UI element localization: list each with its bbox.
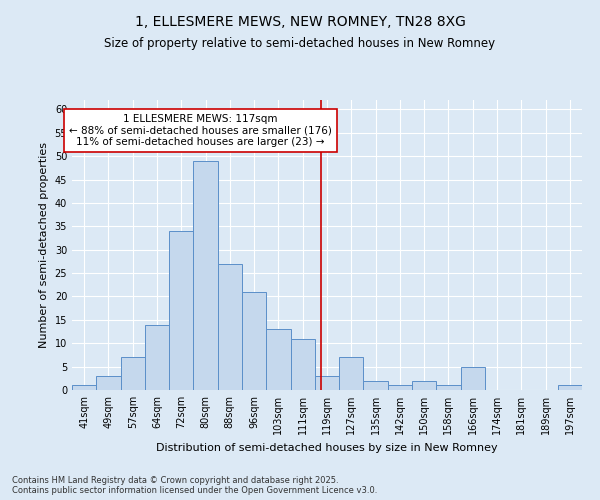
Bar [72, 386, 96, 390]
Bar [461, 366, 485, 390]
Bar [96, 376, 121, 390]
Bar [412, 380, 436, 390]
Bar [242, 292, 266, 390]
Text: Contains HM Land Registry data © Crown copyright and database right 2025.
Contai: Contains HM Land Registry data © Crown c… [12, 476, 377, 495]
Text: Size of property relative to semi-detached houses in New Romney: Size of property relative to semi-detach… [104, 38, 496, 51]
Text: 1, ELLESMERE MEWS, NEW ROMNEY, TN28 8XG: 1, ELLESMERE MEWS, NEW ROMNEY, TN28 8XG [134, 15, 466, 29]
Bar [339, 358, 364, 390]
Text: 1 ELLESMERE MEWS: 117sqm
← 88% of semi-detached houses are smaller (176)
11% of : 1 ELLESMERE MEWS: 117sqm ← 88% of semi-d… [69, 114, 332, 147]
Bar [315, 376, 339, 390]
Bar [193, 161, 218, 390]
X-axis label: Distribution of semi-detached houses by size in New Romney: Distribution of semi-detached houses by … [156, 442, 498, 452]
Bar [121, 358, 145, 390]
Bar [558, 386, 582, 390]
Y-axis label: Number of semi-detached properties: Number of semi-detached properties [39, 142, 49, 348]
Bar [436, 386, 461, 390]
Bar [266, 329, 290, 390]
Bar [290, 338, 315, 390]
Bar [388, 386, 412, 390]
Bar [364, 380, 388, 390]
Bar [218, 264, 242, 390]
Bar [169, 231, 193, 390]
Bar [145, 324, 169, 390]
